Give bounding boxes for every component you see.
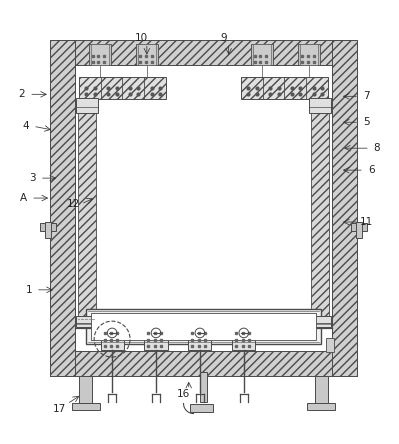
Text: 11: 11 xyxy=(359,217,373,227)
Text: 6: 6 xyxy=(368,165,374,175)
Bar xyxy=(76,316,98,327)
Bar xyxy=(78,113,96,317)
Bar xyxy=(326,338,334,352)
Text: 1: 1 xyxy=(26,285,32,295)
Bar xyxy=(101,328,124,350)
Text: 12: 12 xyxy=(67,199,81,209)
Bar xyxy=(251,44,273,65)
Bar xyxy=(311,113,329,317)
Text: 17: 17 xyxy=(53,404,67,414)
Bar xyxy=(45,222,51,238)
Bar xyxy=(190,404,213,412)
Text: 4: 4 xyxy=(23,121,29,131)
Text: 7: 7 xyxy=(363,91,369,101)
Bar xyxy=(309,98,331,113)
Bar xyxy=(72,403,100,410)
Bar xyxy=(89,44,111,65)
Bar xyxy=(138,44,156,65)
Bar xyxy=(91,44,109,65)
Bar xyxy=(241,77,328,99)
Bar xyxy=(86,309,321,345)
Bar xyxy=(351,223,367,231)
Bar xyxy=(79,77,166,99)
Bar xyxy=(307,403,335,410)
Bar xyxy=(188,328,211,350)
Text: 5: 5 xyxy=(363,117,369,127)
Bar xyxy=(76,98,98,113)
Bar xyxy=(40,223,56,231)
Bar xyxy=(253,44,271,65)
Text: 10: 10 xyxy=(135,33,148,44)
Bar xyxy=(75,319,332,328)
Bar xyxy=(91,313,316,340)
Bar xyxy=(309,316,331,327)
Bar xyxy=(298,44,320,65)
Text: 2: 2 xyxy=(19,89,25,99)
Text: 16: 16 xyxy=(177,389,190,399)
Text: 9: 9 xyxy=(220,33,227,44)
Bar xyxy=(136,44,158,65)
Text: A: A xyxy=(20,193,28,203)
Bar xyxy=(79,376,92,403)
Bar xyxy=(144,328,168,350)
Bar xyxy=(356,222,362,238)
Bar xyxy=(315,376,328,403)
Bar xyxy=(50,40,75,376)
Bar xyxy=(200,372,207,401)
Bar xyxy=(232,328,255,350)
Bar xyxy=(50,351,357,376)
Bar xyxy=(50,40,357,65)
Bar xyxy=(300,44,318,65)
Text: 3: 3 xyxy=(30,173,36,183)
Text: 8: 8 xyxy=(374,143,380,153)
Bar xyxy=(75,65,332,351)
Bar xyxy=(332,40,357,376)
